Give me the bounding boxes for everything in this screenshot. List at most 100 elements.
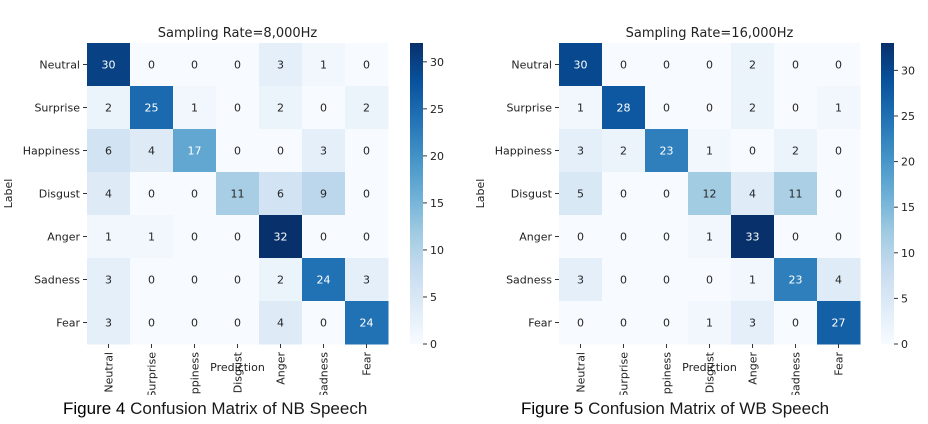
heatmap-cell bbox=[774, 43, 818, 87]
cell-value-label: 30 bbox=[574, 59, 588, 72]
figure-caption-2: Figure 5 Confusion Matrix of WB Speech bbox=[521, 399, 829, 419]
heatmap-cell bbox=[216, 129, 260, 173]
cell-value-label: 0 bbox=[148, 274, 155, 287]
figure-label-2: Figure 5 bbox=[521, 399, 584, 418]
colorbar-tick-label: 20 bbox=[430, 150, 444, 163]
heatmap-cell bbox=[645, 215, 689, 259]
heatmap-cell bbox=[774, 258, 818, 302]
cell-value-label: 2 bbox=[749, 102, 756, 115]
heatmap-cell bbox=[130, 258, 174, 302]
y-tick-label: Disgust bbox=[39, 188, 81, 201]
heatmap-cell bbox=[87, 258, 131, 302]
cell-value-label: 0 bbox=[620, 317, 627, 330]
cell-value-label: 0 bbox=[663, 188, 670, 201]
cell-value-label: 30 bbox=[102, 59, 116, 72]
heatmap-cell bbox=[817, 43, 861, 87]
heatmap-cell bbox=[688, 86, 732, 130]
heatmap-cell bbox=[559, 86, 603, 130]
heatmap-cell bbox=[559, 215, 603, 259]
heatmap-cell bbox=[173, 43, 217, 87]
cell-value-label: 0 bbox=[663, 59, 670, 72]
heatmap-cell bbox=[302, 86, 346, 130]
cell-value-label: 4 bbox=[277, 317, 284, 330]
colorbar-tick-label: 20 bbox=[901, 156, 915, 169]
heatmap-cell bbox=[559, 301, 603, 345]
cell-value-label: 0 bbox=[620, 188, 627, 201]
y-tick-label: Neutral bbox=[39, 59, 80, 72]
cell-value-label: 25 bbox=[145, 102, 159, 115]
y-tick-label: Happiness bbox=[495, 145, 553, 158]
cell-value-label: 2 bbox=[363, 102, 370, 115]
cell-value-label: 0 bbox=[234, 145, 241, 158]
cell-value-label: 0 bbox=[363, 59, 370, 72]
cell-value-label: 0 bbox=[706, 102, 713, 115]
x-tick-label: Anger bbox=[275, 352, 288, 385]
y-tick-label: Fear bbox=[56, 317, 80, 330]
heatmap-cell bbox=[87, 215, 131, 259]
heatmap-cell bbox=[731, 129, 775, 173]
heatmap-cell bbox=[731, 86, 775, 130]
cell-value-label: 0 bbox=[234, 59, 241, 72]
colorbar-tick-label: 30 bbox=[901, 64, 915, 77]
heatmap-cell bbox=[688, 172, 732, 216]
heatmap-cell bbox=[774, 301, 818, 345]
cell-value-label: 2 bbox=[105, 102, 112, 115]
figure-caption-text-2: Confusion Matrix of WB Speech bbox=[588, 399, 830, 418]
figure-label-1: Figure 4 bbox=[63, 399, 126, 418]
cell-value-label: 1 bbox=[148, 231, 155, 244]
heatmap-cell bbox=[345, 43, 389, 87]
heatmap-cell bbox=[645, 86, 689, 130]
cell-value-label: 32 bbox=[274, 231, 288, 244]
y-tick-label: Sadness bbox=[506, 274, 552, 287]
heatmap-cell bbox=[774, 86, 818, 130]
chart-title: Sampling Rate=8,000Hz bbox=[158, 26, 318, 41]
heatmap-cell bbox=[173, 129, 217, 173]
y-tick-label: Sadness bbox=[34, 274, 80, 287]
colorbar-tick-label: 5 bbox=[901, 292, 908, 305]
y-tick-label: Anger bbox=[47, 231, 80, 244]
cell-value-label: 0 bbox=[663, 317, 670, 330]
heatmap-cell bbox=[302, 129, 346, 173]
y-tick-label: Fear bbox=[528, 317, 552, 330]
cell-value-label: 2 bbox=[277, 102, 284, 115]
heatmap-cell bbox=[87, 86, 131, 130]
cell-value-label: 23 bbox=[660, 145, 674, 158]
cell-value-label: 0 bbox=[577, 231, 584, 244]
cell-value-label: 0 bbox=[663, 102, 670, 115]
heatmap-cell bbox=[216, 258, 260, 302]
cell-value-label: 24 bbox=[360, 317, 374, 330]
heatmap-cell bbox=[817, 172, 861, 216]
cell-value-label: 0 bbox=[620, 231, 627, 244]
cell-value-label: 4 bbox=[105, 188, 112, 201]
x-tick-label: Fear bbox=[833, 352, 846, 376]
cell-value-label: 1 bbox=[105, 231, 112, 244]
figure-caption-1: Figure 4 Confusion Matrix of NB Speech bbox=[63, 399, 367, 419]
heatmap-cell bbox=[173, 86, 217, 130]
cell-value-label: 0 bbox=[792, 59, 799, 72]
x-tick-label: Sadness bbox=[790, 352, 803, 395]
heatmap-cell bbox=[87, 129, 131, 173]
cell-value-label: 3 bbox=[277, 59, 284, 72]
heatmap-cell bbox=[774, 129, 818, 173]
colorbar-tick-label: 30 bbox=[430, 56, 444, 69]
y-axis-label: Label bbox=[2, 179, 15, 209]
cell-value-label: 6 bbox=[277, 188, 284, 201]
heatmap-cell bbox=[259, 215, 303, 259]
heatmap-cell bbox=[345, 172, 389, 216]
heatmap-cell bbox=[559, 172, 603, 216]
cell-value-label: 0 bbox=[148, 317, 155, 330]
cell-value-label: 0 bbox=[620, 274, 627, 287]
cell-value-label: 1 bbox=[835, 102, 842, 115]
cell-value-label: 0 bbox=[234, 231, 241, 244]
colorbar bbox=[410, 43, 423, 344]
cell-value-label: 33 bbox=[746, 231, 760, 244]
cell-value-label: 0 bbox=[234, 317, 241, 330]
cell-value-label: 3 bbox=[320, 145, 327, 158]
y-tick-label: Happiness bbox=[23, 145, 81, 158]
cell-value-label: 2 bbox=[749, 59, 756, 72]
heatmap-cell bbox=[731, 258, 775, 302]
cell-value-label: 1 bbox=[191, 102, 198, 115]
heatmap-cell bbox=[216, 301, 260, 345]
heatmap-cell bbox=[130, 172, 174, 216]
